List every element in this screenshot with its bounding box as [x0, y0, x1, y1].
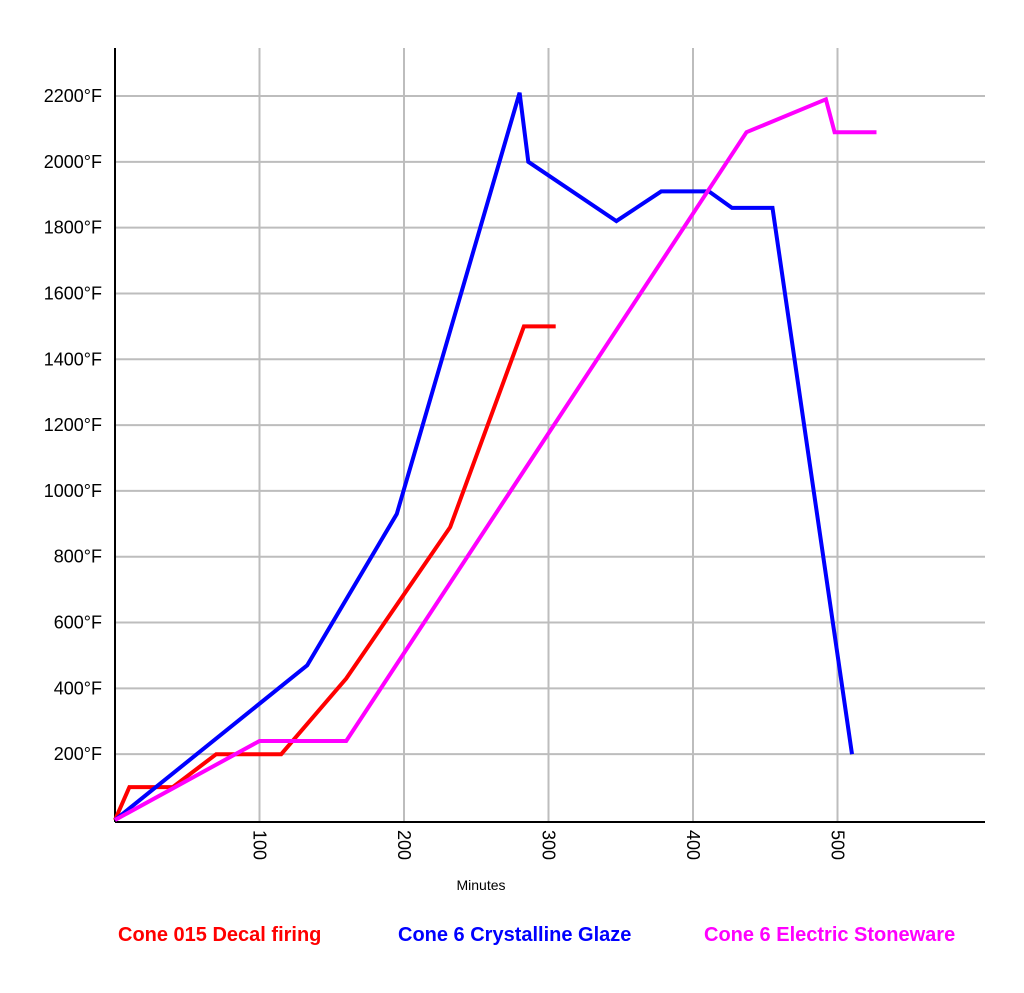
- series-line-1: [113, 92, 854, 822]
- x-tick-label-500: 500: [828, 830, 848, 860]
- y-tick-label-1400: 1400°F: [44, 349, 102, 369]
- grid-lines: [115, 48, 985, 822]
- y-tick-label-1800: 1800°F: [44, 218, 102, 238]
- y-tick-label-1600: 1600°F: [44, 283, 102, 303]
- series-line-2: [114, 96, 877, 822]
- y-tick-label-1000: 1000°F: [44, 481, 102, 501]
- line-chart: 200°F 400°F 600°F 800°F 1000°F 1200°F 1400°F 16…: [44, 48, 985, 893]
- x-tick-labels: 100 200 300 400 500: [250, 830, 848, 860]
- y-tick-label-200: 200°F: [54, 744, 102, 764]
- y-tick-label-1200: 1200°F: [44, 415, 102, 435]
- series-lines: [113, 92, 877, 822]
- legend-item-cone-6-crystalline: Cone 6 Crystalline Glaze: [398, 924, 632, 946]
- series-line-0: [113, 324, 556, 821]
- legend-item-cone-6-stoneware: Cone 6 Electric Stoneware: [704, 924, 956, 946]
- x-tick-label-300: 300: [539, 830, 559, 860]
- y-tick-label-400: 400°F: [54, 678, 102, 698]
- legend-item-cone-015: Cone 015 Decal firing: [118, 924, 322, 946]
- y-tick-label-2000: 2000°F: [44, 152, 102, 172]
- axes: [114, 48, 985, 823]
- x-tick-label-100: 100: [250, 830, 270, 860]
- y-tick-labels: 200°F 400°F 600°F 800°F 1000°F 1200°F 1400°F 16…: [44, 86, 102, 764]
- y-tick-label-800: 800°F: [54, 547, 102, 567]
- x-axis-label: Minutes: [456, 877, 505, 893]
- y-tick-label-2200: 2200°F: [44, 86, 102, 106]
- x-tick-label-400: 400: [683, 830, 703, 860]
- x-tick-label-200: 200: [394, 830, 414, 860]
- y-tick-label-600: 600°F: [54, 613, 102, 633]
